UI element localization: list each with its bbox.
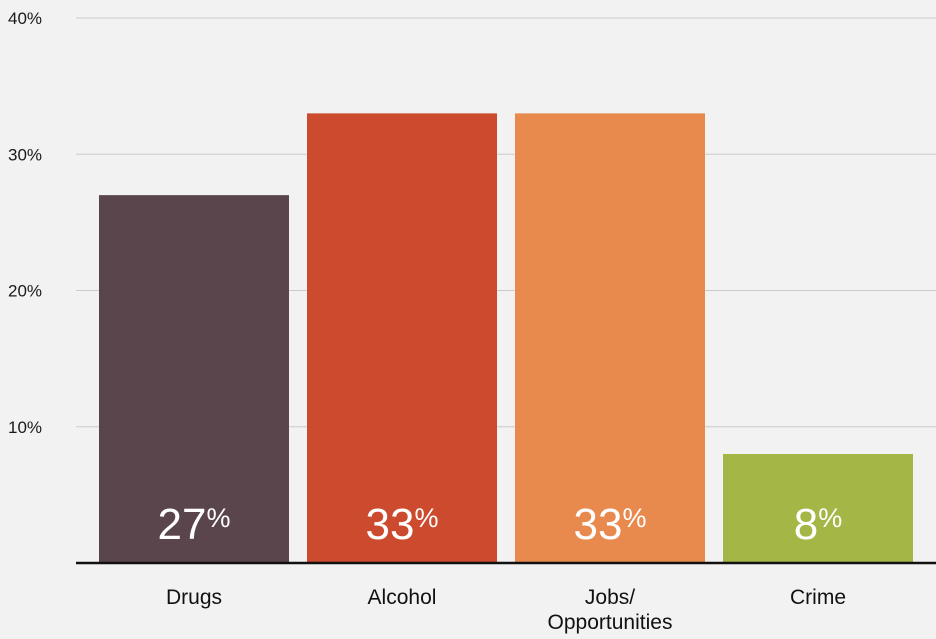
bar-crime bbox=[723, 454, 913, 563]
bar-jobs-opportunities bbox=[515, 113, 705, 563]
y-axis-tick-labels: 10% 20% 30% 40% bbox=[8, 9, 42, 437]
y-tick-label-10: 10% bbox=[8, 418, 42, 437]
value-label-crime: 8% bbox=[794, 500, 843, 549]
bar-drugs bbox=[99, 195, 289, 563]
value-label-drugs: 27% bbox=[158, 500, 231, 549]
category-label-alcohol: Alcohol bbox=[368, 586, 437, 609]
bar-alcohol bbox=[307, 113, 497, 563]
value-labels: 27% 33% 33% 8% bbox=[158, 500, 843, 549]
value-label-alcohol: 33% bbox=[366, 500, 439, 549]
category-labels: Drugs Alcohol Jobs/Opportunities Crime bbox=[166, 586, 846, 634]
y-tick-label-20: 20% bbox=[8, 282, 42, 301]
category-label-jobs-opportunities: Jobs/Opportunities bbox=[548, 586, 673, 634]
category-label-crime: Crime bbox=[790, 586, 846, 609]
value-label-jobs-opportunities: 33% bbox=[574, 500, 647, 549]
category-label-drugs: Drugs bbox=[166, 586, 222, 609]
y-tick-label-40: 40% bbox=[8, 9, 42, 28]
bars bbox=[99, 113, 913, 563]
y-tick-label-30: 30% bbox=[8, 145, 42, 164]
